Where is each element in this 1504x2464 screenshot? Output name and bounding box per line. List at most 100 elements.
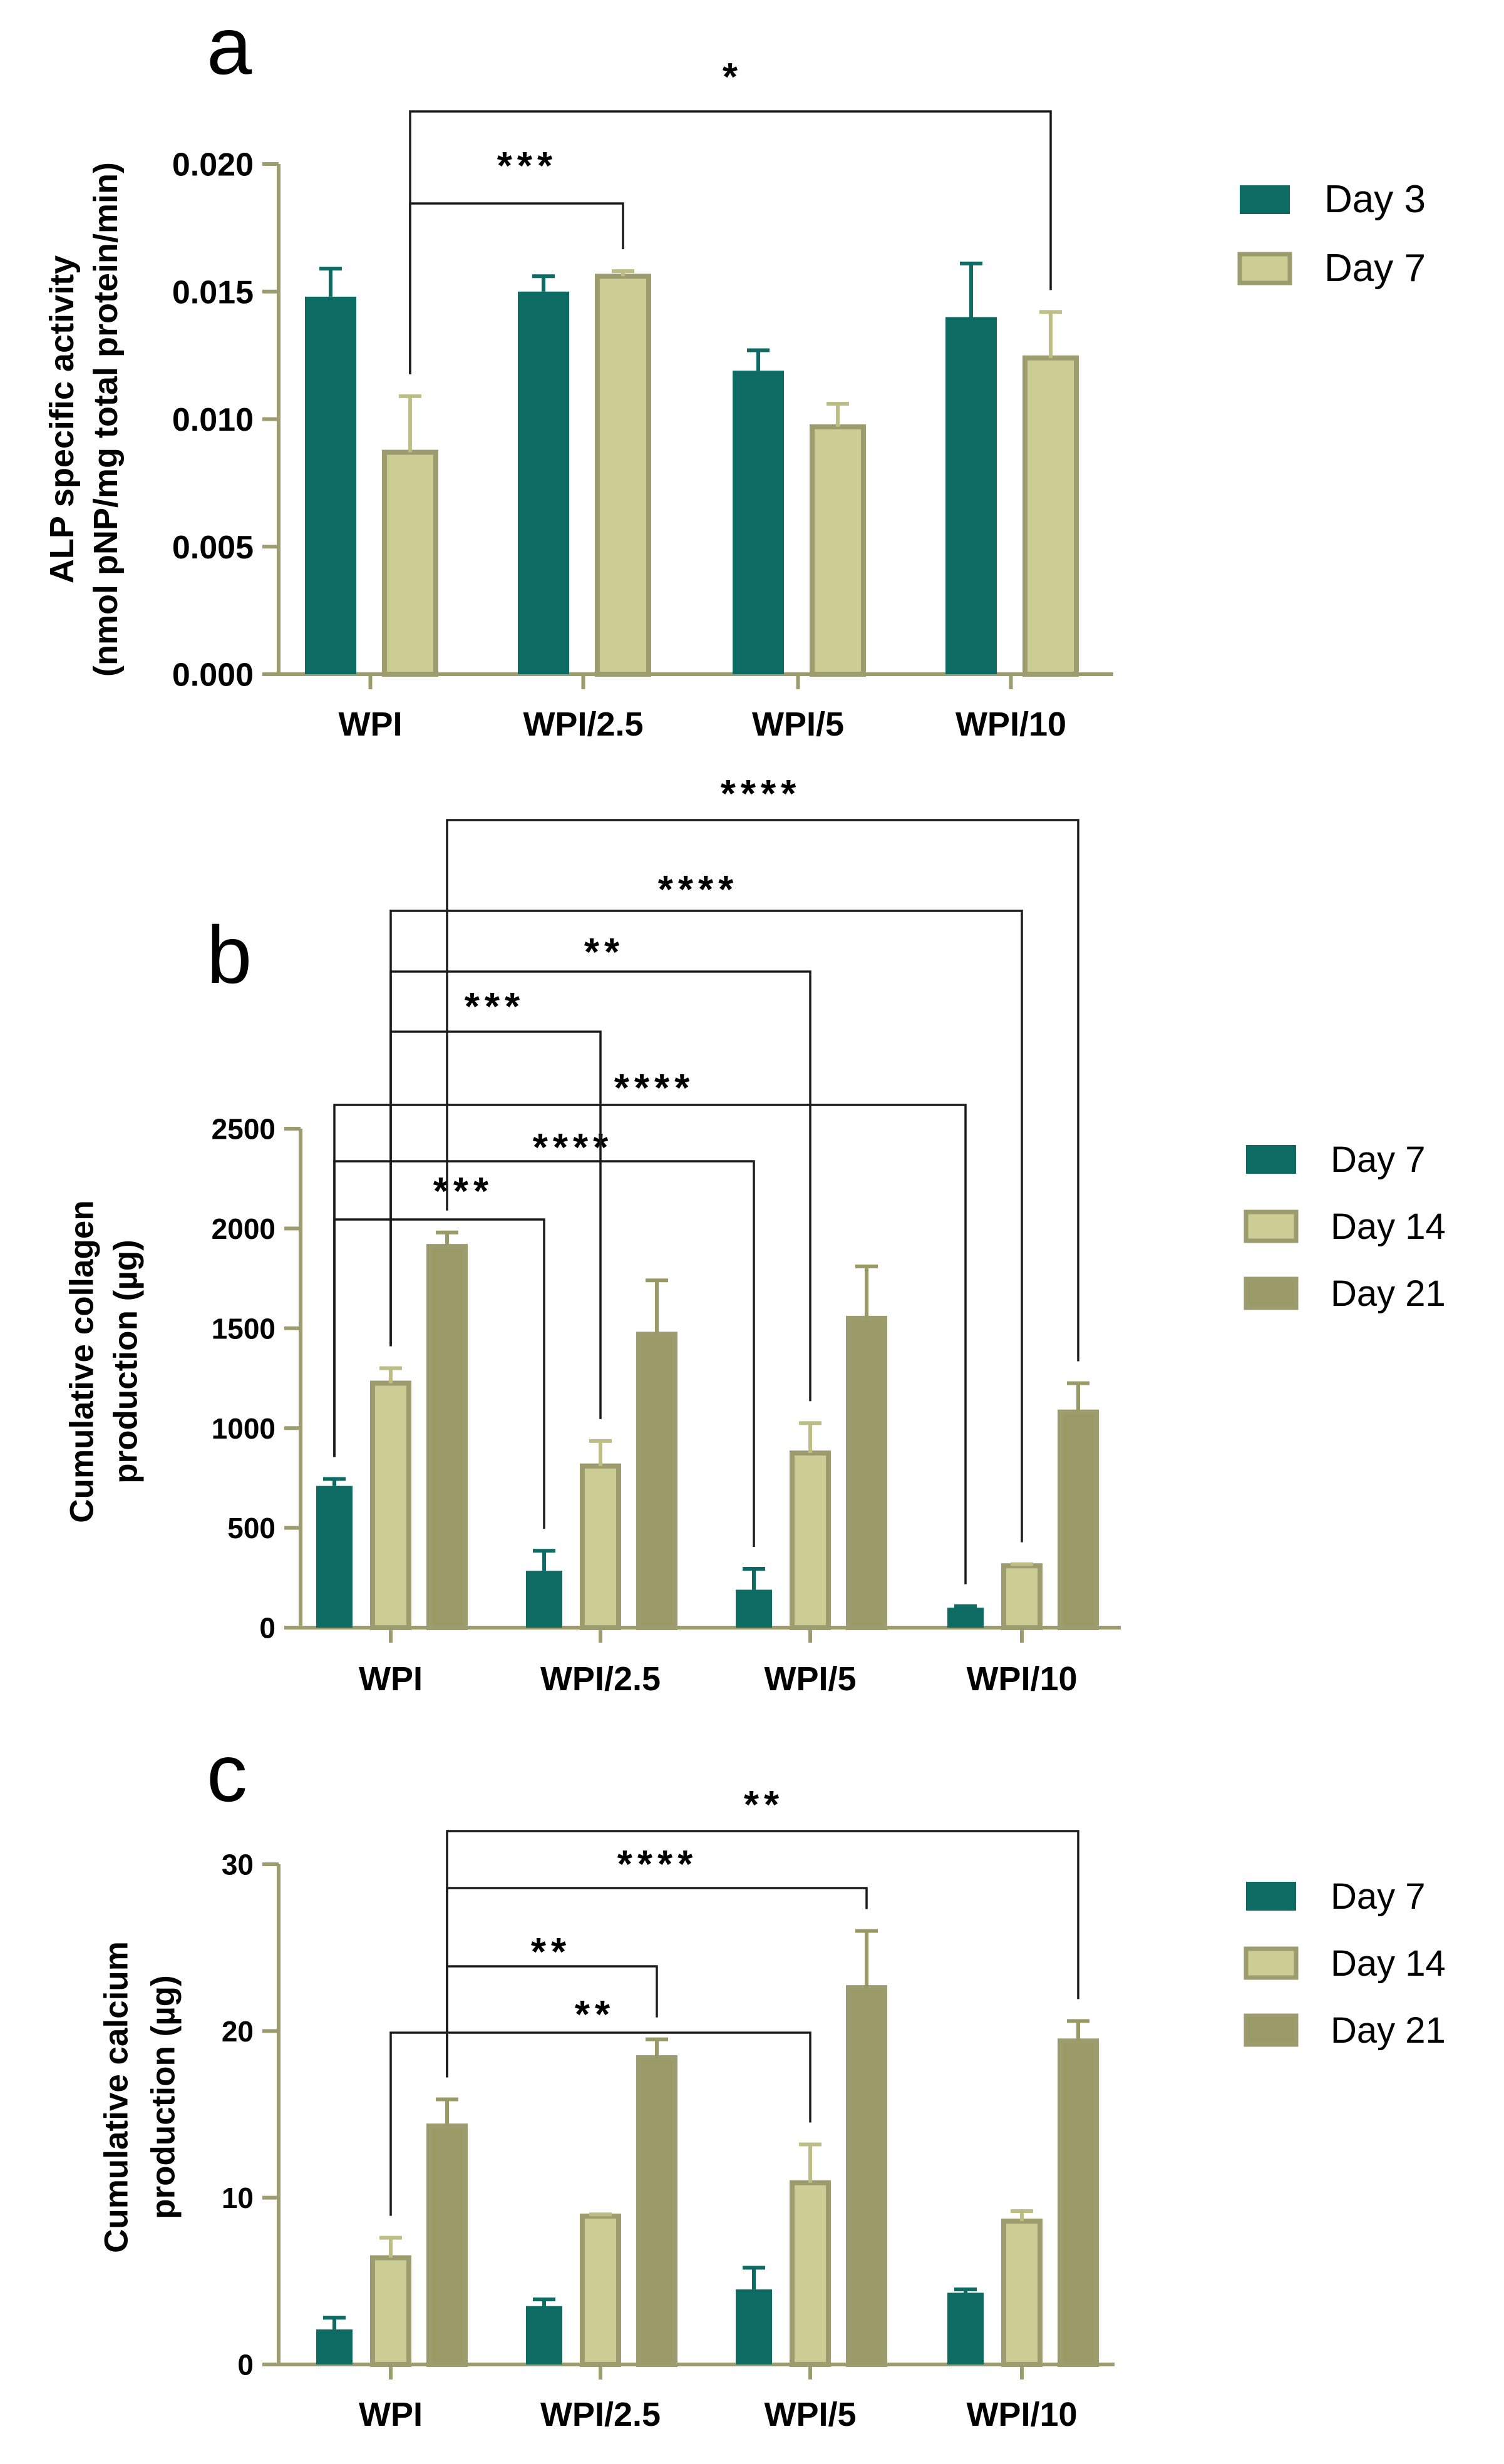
legend-swatch [1244,1276,1299,1310]
chart-panel-a: a 0.000 0.005 0.010 0.015 0.020 ALP specific a… [43,0,1426,743]
chart-panel-c: c 0 10 20 30 Cumulative calcium production (µg… [98,1727,1446,2433]
x-tick-label: WPI/2.5 [540,1660,661,1698]
bar [846,1315,887,1631]
bar [580,2213,621,2368]
bar [1022,355,1079,677]
y-axis-label: Cumulative calcium [98,1941,135,2253]
significance-label: ** [531,1931,571,1974]
chart-panel-b: b 0 500 1000 1500 2000 2500 Cumulative collagen… [64,773,1446,1698]
y-axis-label: Cumulative collagen [64,1200,101,1522]
significance-bracket [446,1965,658,2078]
y-tick-label: 2000 [212,1213,276,1245]
bar [790,1450,831,1631]
legend-label: Day 14 [1331,1206,1446,1247]
significance-label: **** [617,1843,698,1886]
x-tick-label: WPI [359,1660,423,1698]
y-tick-label: 0.005 [172,530,254,566]
bar [595,274,651,677]
y-tick-label: 0.020 [172,147,254,183]
legend-label: Day 7 [1331,1139,1426,1180]
panel-letter: a [207,0,252,91]
y-tick-label: 20 [222,2015,254,2048]
significance-label: **** [658,868,739,911]
x-tick-label: WPI/5 [764,1660,856,1698]
bar [810,424,866,677]
bar [636,1332,677,1630]
x-tick-label: WPI/2.5 [523,706,643,743]
significance-label: ** [744,1784,784,1827]
y-tick-label: 10 [222,2182,254,2214]
y-tick-label: 30 [222,1849,254,1881]
bar [370,1380,411,1630]
bar [846,1985,887,2367]
y-tick-label: 0 [237,2349,254,2381]
significance-bracket [446,819,1079,1362]
y-tick-label: 2500 [212,1113,276,1146]
legend-label: Day 7 [1331,1876,1426,1917]
significance-bracket [409,202,624,374]
x-tick-label: WPI/10 [955,706,1066,743]
significance-label: *** [465,985,525,1029]
significance-label: *** [497,145,557,188]
bar [736,1589,772,1628]
bar [426,1244,468,1631]
bar [526,1571,562,1628]
significance-bracket [389,910,1023,1543]
bar [370,2255,411,2367]
x-tick-label: WPI/10 [966,1660,1077,1698]
bar [945,317,997,674]
y-tick-label: 500 [227,1512,276,1544]
panel-letter: c [207,1727,247,1819]
y-tick-label: 0 [259,1612,276,1645]
bar [790,2180,831,2368]
significance-label: **** [614,1067,695,1110]
significance-label: * [723,56,743,99]
significance-label: ** [575,1993,615,2036]
bar [305,296,356,674]
bar [382,449,438,677]
significance-label: *** [433,1170,493,1213]
y-tick-label: 0.010 [172,402,254,438]
y-tick-label: 1000 [212,1412,276,1445]
legend-swatch [1244,1946,1299,1980]
legend-swatch [1244,2013,1299,2047]
significance-label: **** [721,773,801,816]
significance-bracket [446,1830,1079,2078]
panel-letter: b [207,909,252,1000]
bar [947,2292,984,2364]
y-axis-label: production (µg) [145,1975,182,2219]
legend-swatch [1246,1145,1296,1174]
bar [316,2329,353,2364]
x-tick-label: WPI/5 [752,706,844,743]
y-tick-label: 0.015 [172,274,254,311]
legend-label: Day 14 [1331,1943,1446,1984]
x-tick-label: WPI/5 [764,2396,856,2433]
bar [1001,2218,1043,2368]
legend-label: Day 7 [1324,247,1426,290]
y-axis-label: production (µg) [108,1240,145,1484]
y-axis-label: (nmol pNP/mg total protein/min) [87,162,125,677]
y-tick-label: 1500 [212,1312,276,1345]
bar [736,2289,772,2364]
legend-label: Day 21 [1331,1273,1446,1314]
bar [526,2306,562,2364]
bar [947,1608,984,1628]
significance-bracket [389,2031,811,2216]
bar [1058,1409,1099,1631]
legend-label: Day 3 [1324,178,1426,221]
legend-swatch [1244,1209,1299,1243]
bar [580,1463,621,1630]
y-axis-label: ALP specific activity [43,255,81,583]
bar [636,2055,677,2368]
y-tick-label: 0.000 [172,657,254,694]
bar [426,2123,468,2367]
bar [1058,2038,1099,2367]
significance-bracket [409,110,1052,374]
legend-swatch [1246,1882,1296,1911]
bar [1001,1563,1043,1631]
bar [518,291,569,674]
x-tick-label: WPI [359,2396,423,2433]
legend-label: Day 21 [1331,2010,1446,2051]
bar [316,1486,353,1628]
